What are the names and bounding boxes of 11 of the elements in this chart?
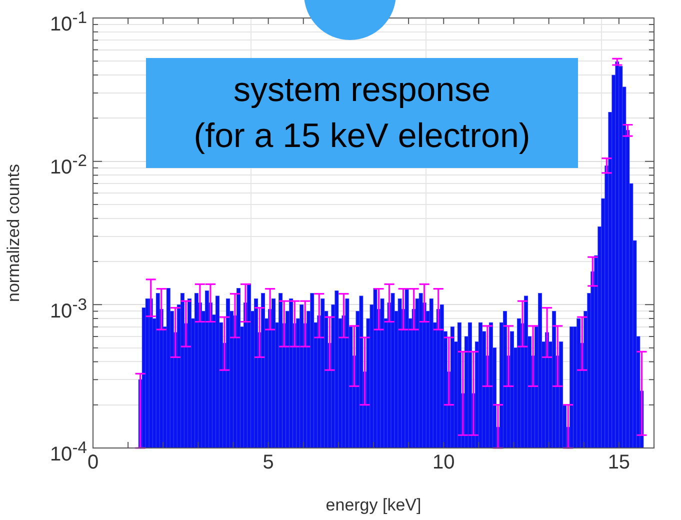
x-tick-label: 10 — [432, 452, 455, 474]
y-tick-label: 10$^{-1}$ — [50, 8, 87, 36]
y-tick-label: 10$^{-4}$ — [50, 438, 87, 466]
x-tick-label: 0 — [87, 452, 99, 474]
annotation: system response (for a 15 keV electron) — [146, 58, 578, 168]
y-tick-label: 10$^{-2}$ — [50, 151, 87, 179]
y-tick-label: 10$^{-3}$ — [50, 294, 87, 322]
y-axis-title: normalized counts — [4, 164, 23, 302]
x-tick-label: 15 — [608, 452, 630, 474]
x-tick-label: 5 — [262, 452, 274, 474]
x-axis-title: energy [keV] — [326, 495, 422, 514]
